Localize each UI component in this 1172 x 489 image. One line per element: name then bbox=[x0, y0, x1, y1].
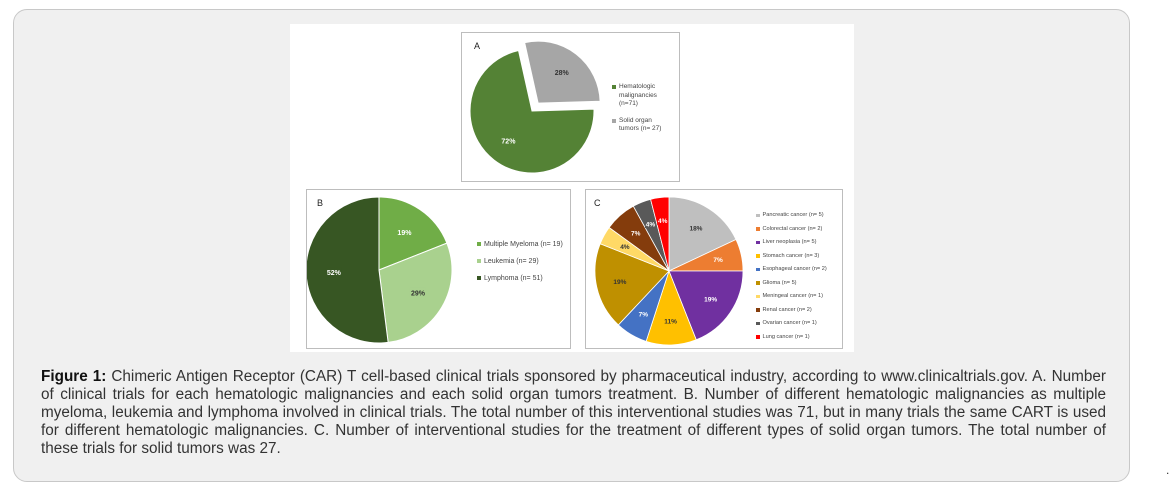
pie-slice-multiple-myeloma bbox=[378, 196, 448, 271]
data-label: 4% bbox=[658, 218, 668, 225]
legend-label: Stomach cancer (n= 3) bbox=[762, 252, 820, 259]
panel-b: B 19% 29% 52% Multiple Myeloma (n= 19) Leuk… bbox=[306, 189, 571, 349]
legend-item: Solid organ tumors (n= 27) bbox=[612, 117, 672, 134]
data-label-box bbox=[619, 241, 631, 251]
data-label-box bbox=[396, 227, 413, 237]
legend-swatch bbox=[756, 321, 760, 326]
legend-swatch bbox=[756, 281, 760, 285]
data-label-box bbox=[657, 216, 669, 225]
data-label-box bbox=[553, 67, 570, 77]
data-label: 4% bbox=[646, 221, 656, 228]
data-label: 28% bbox=[555, 70, 570, 77]
data-label-box bbox=[712, 255, 724, 264]
data-label: 72% bbox=[501, 139, 516, 146]
data-label-box bbox=[688, 223, 704, 233]
legend-swatch bbox=[756, 267, 760, 272]
legend-label: Lymphoma (n= 51) bbox=[484, 275, 543, 282]
legend-swatch bbox=[477, 242, 481, 246]
data-label-box bbox=[612, 277, 628, 286]
legend-item: Renal cancer (n= 2) bbox=[756, 307, 848, 314]
legend-label: Liver neoplasia (n= 5) bbox=[762, 239, 817, 246]
pie-slice-pancreatic-cancer bbox=[668, 196, 737, 272]
data-label: 7% bbox=[639, 311, 649, 318]
pie-chart-b: 19% 29% 52% bbox=[307, 196, 453, 344]
legend-item: Liver neoplasia (n= 5) bbox=[756, 239, 848, 246]
data-label-box bbox=[500, 136, 517, 146]
legend-item: Colorectal cancer (n= 2) bbox=[756, 226, 848, 233]
pie-chart-a: 72% 28% bbox=[469, 40, 601, 174]
legend-item: Lung cancer (n= 1) bbox=[756, 334, 848, 341]
data-label: 7% bbox=[713, 257, 723, 264]
legend-swatch bbox=[612, 118, 616, 123]
data-label-box bbox=[703, 294, 719, 304]
data-label: 19% bbox=[397, 230, 412, 237]
legend-item: Glioma (n= 5) bbox=[756, 280, 848, 287]
legend-label: Hematologic malignancies (n=71) bbox=[619, 83, 657, 107]
panel-c: C 18% 7% 19% 11% 7% 19% 4% 7% 4% 4% Pancreatic ca… bbox=[585, 189, 843, 349]
data-label: 7% bbox=[631, 230, 641, 237]
legend-label: Colorectal cancer (n= 2) bbox=[762, 225, 823, 232]
data-label-box bbox=[637, 309, 649, 319]
legend-label: Renal cancer (n= 2) bbox=[762, 306, 812, 313]
legend-swatch bbox=[756, 294, 760, 299]
legend-swatch bbox=[756, 335, 760, 339]
caption-text: Chimeric Antigen Receptor (CAR) T cell-b… bbox=[41, 368, 1107, 457]
data-label: 19% bbox=[613, 279, 626, 286]
legend-label: Ovarian cancer (n= 1) bbox=[762, 320, 817, 327]
data-label: 4% bbox=[620, 244, 630, 251]
legend-label: Leukemia (n= 29) bbox=[484, 258, 539, 265]
legend-item: Hematologic malignancies (n=71) bbox=[612, 83, 672, 109]
figure-image: A 72% 28% Hematologic malignancies (n=71)… bbox=[290, 24, 854, 352]
caption-label: Figure 1: bbox=[41, 368, 107, 385]
legend-swatch bbox=[612, 85, 616, 89]
panel-a-letter: A bbox=[474, 41, 481, 51]
data-label-box bbox=[663, 316, 679, 326]
panel-b-letter: B bbox=[317, 198, 324, 208]
legend-item: Stomach cancer (n= 3) bbox=[756, 253, 848, 260]
data-label: 18% bbox=[689, 226, 702, 233]
legend-swatch bbox=[756, 213, 760, 217]
pie-slice-lung-cancer bbox=[650, 196, 670, 272]
legend-item: Multiple Myeloma (n= 19) bbox=[477, 240, 565, 249]
legend-b: Multiple Myeloma (n= 19) Leukemia (n= 29)… bbox=[477, 240, 565, 291]
data-label: 11% bbox=[664, 318, 677, 325]
legend-label: Glioma (n= 5) bbox=[762, 279, 797, 286]
panel-c-letter: C bbox=[594, 198, 601, 208]
legend-item: Leukemia (n= 29) bbox=[477, 257, 565, 266]
legend-swatch bbox=[756, 254, 760, 258]
data-label-box bbox=[630, 228, 642, 238]
legend-item: Lymphoma (n= 51) bbox=[477, 274, 565, 283]
legend-label: Lung cancer (n= 1) bbox=[762, 333, 810, 340]
data-label-box bbox=[325, 267, 342, 278]
legend-swatch bbox=[756, 227, 760, 231]
legend-item: Esophageal cancer (n= 2) bbox=[756, 266, 848, 273]
panel-a: A 72% 28% Hematologic malignancies (n=71)… bbox=[461, 32, 680, 182]
legend-swatch bbox=[477, 276, 481, 280]
data-label: 52% bbox=[327, 270, 342, 277]
legend-swatch bbox=[756, 240, 760, 245]
data-label: 29% bbox=[411, 290, 426, 297]
corner-mark: . bbox=[1166, 463, 1170, 477]
legend-item: Ovarian cancer (n= 1) bbox=[756, 320, 848, 327]
data-label-box bbox=[644, 219, 657, 229]
pie-chart-c: 18%7%19%11%7%19%4%7%4% 4% bbox=[594, 196, 744, 346]
legend-item: Meningeal cancer (n= 1) bbox=[756, 293, 848, 300]
legend-label: Pancreatic cancer (n= 5) bbox=[762, 212, 824, 218]
legend-label: Solid organ tumors (n= 27) bbox=[619, 116, 662, 133]
legend-swatch bbox=[756, 308, 760, 312]
legend-item: Pancreatic cancer (n= 5) bbox=[756, 212, 848, 219]
pie-slice-lymphoma bbox=[307, 196, 389, 344]
figure-caption: Figure 1: Chimeric Antigen Receptor (CAR… bbox=[41, 368, 1106, 458]
data-label-box bbox=[409, 287, 426, 298]
legend-label: Meningeal cancer (n= 1) bbox=[762, 293, 823, 300]
legend-swatch bbox=[477, 259, 481, 263]
legend-c: Pancreatic cancer (n= 5) Colorectal cance… bbox=[756, 212, 848, 347]
data-label: 19% bbox=[704, 296, 717, 303]
legend-label: Esophageal cancer (n= 2) bbox=[762, 266, 827, 273]
legend-label: Multiple Myeloma (n= 19) bbox=[484, 241, 563, 248]
pie-slice-liver-neoplasia bbox=[668, 270, 744, 341]
legend-a: Hematologic malignancies (n=71) Solid org… bbox=[612, 83, 672, 142]
